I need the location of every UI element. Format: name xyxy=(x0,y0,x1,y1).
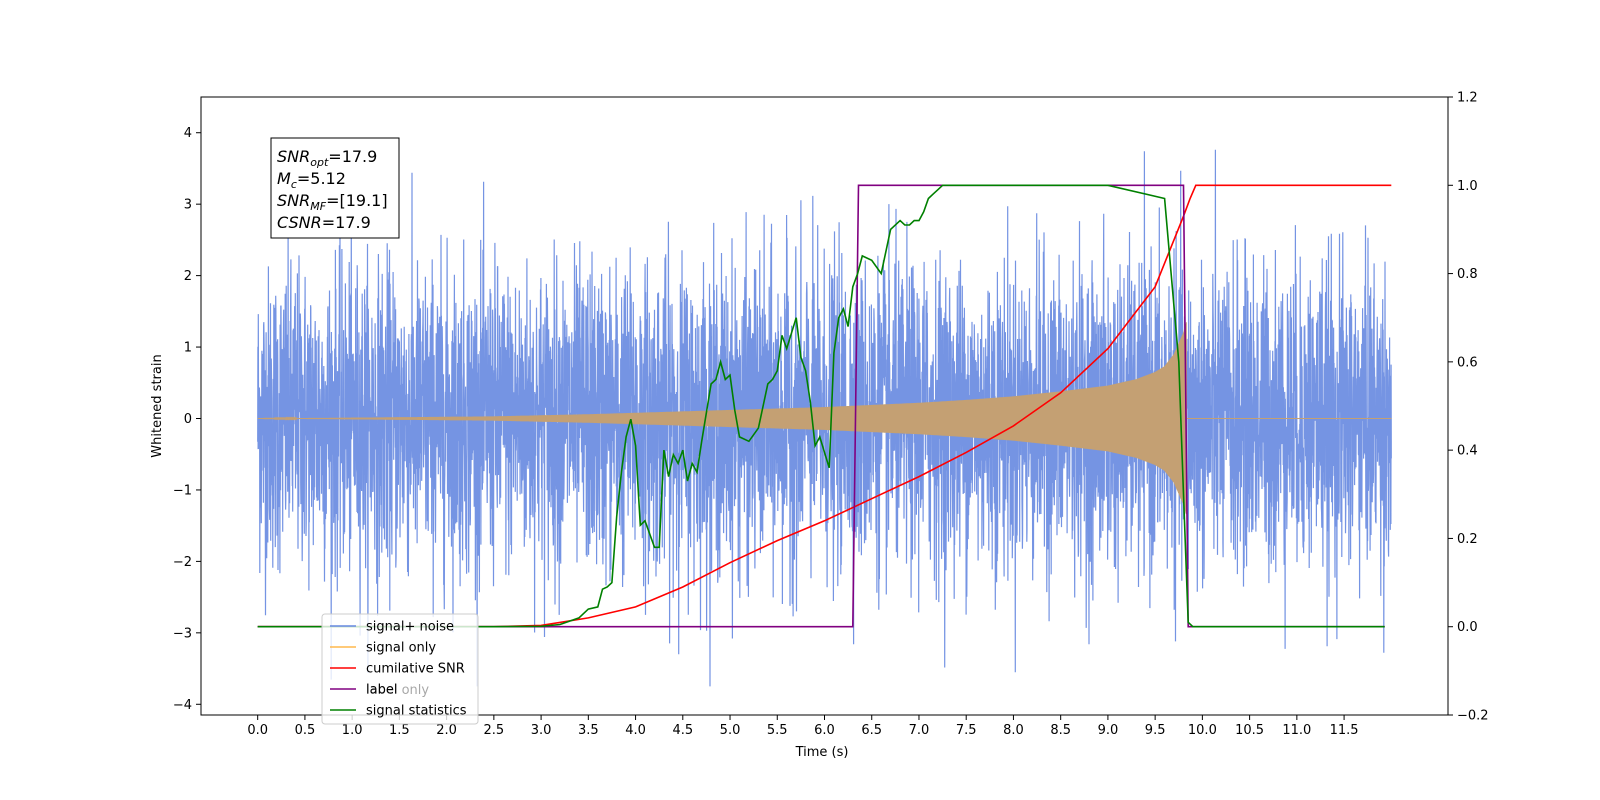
legend-label: signal statistics xyxy=(366,704,467,719)
left-y-tick-label: 1 xyxy=(184,341,192,356)
legend-label: label xyxy=(366,683,397,698)
plot-area xyxy=(257,149,1392,687)
right-y-tick-label: 0.6 xyxy=(1457,355,1478,370)
x-tick-label: 6.0 xyxy=(814,723,835,738)
annotation-line: Mc=5.12 xyxy=(277,169,346,191)
x-tick-label: 10.0 xyxy=(1188,723,1217,738)
legend-label: signal only xyxy=(366,641,436,656)
x-tick-label: 0.5 xyxy=(295,723,316,738)
right-y-tick-label: 0.0 xyxy=(1457,620,1478,635)
left-y-tick-label: 3 xyxy=(184,198,192,213)
legend-label: signal+ noise xyxy=(366,620,454,635)
right-y-tick-label: 0.2 xyxy=(1457,532,1478,547)
series-signal-only-line xyxy=(257,322,1392,515)
left-y-tick-label: −3 xyxy=(173,626,192,641)
annotation-line: CSNR=17.9 xyxy=(277,213,371,232)
left-y-tick-label: −1 xyxy=(173,483,192,498)
x-tick-label: 11.5 xyxy=(1330,723,1359,738)
left-y-tick-label: −2 xyxy=(173,555,192,570)
x-tick-label: 8.5 xyxy=(1050,723,1071,738)
left-y-tick-label: 4 xyxy=(184,126,192,141)
left-y-tick-label: 2 xyxy=(184,269,192,284)
right-y-tick-label: −0.2 xyxy=(1457,709,1489,724)
x-tick-label: 3.0 xyxy=(531,723,552,738)
annotation-line: SNRMF=[19.1] xyxy=(277,191,388,213)
left-y-tick-label: −4 xyxy=(173,698,192,713)
left-y-tick-label: 0 xyxy=(184,412,192,427)
right-y-tick-label: 0.4 xyxy=(1457,444,1478,459)
series-cumilative-snr-line xyxy=(257,184,1392,628)
legend-hidden-label: label only xyxy=(366,683,429,698)
x-tick-label: 11.0 xyxy=(1282,723,1311,738)
legend: label only signal+ noise signal only cumil… xyxy=(321,613,479,725)
x-tick-label: 4.0 xyxy=(625,723,646,738)
y-axis-label: Whitened strain xyxy=(150,354,165,457)
x-tick-label: 6.5 xyxy=(861,723,882,738)
annotation-frame xyxy=(270,137,400,239)
x-tick-label: 5.5 xyxy=(767,723,788,738)
x-tick-label: 9.5 xyxy=(1145,723,1166,738)
x-tick-label: 7.0 xyxy=(909,723,930,738)
series-signal-statistics-line xyxy=(257,184,1385,628)
x-tick-label: 3.5 xyxy=(578,723,599,738)
annotation-line: SNRopt=17.9 xyxy=(277,147,377,169)
right-y-axis: 1.2 1.0 0.8 0.6 0.4 0.2 0.0 −0.2 xyxy=(1448,91,1489,724)
x-tick-label: 2.5 xyxy=(484,723,505,738)
x-tick-label: 5.0 xyxy=(720,723,741,738)
x-tick-label: 9.0 xyxy=(1098,723,1119,738)
x-axis-label: Time (s) xyxy=(795,745,849,760)
right-y-tick-label: 0.8 xyxy=(1457,267,1478,282)
right-y-tick-label: 1.2 xyxy=(1457,91,1478,106)
x-tick-label: 4.5 xyxy=(672,723,693,738)
legend-frame xyxy=(321,613,479,725)
x-tick-label: 10.5 xyxy=(1235,723,1264,738)
x-tick-label: 7.5 xyxy=(956,723,977,738)
x-tick-label: 8.0 xyxy=(1003,723,1024,738)
left-y-axis: 4 3 2 1 0 −1 −2 −3 −4 xyxy=(173,126,201,713)
right-y-tick-label: 1.0 xyxy=(1457,179,1478,194)
legend-label: cumilative SNR xyxy=(366,662,465,677)
x-tick-label: 1.0 xyxy=(342,723,363,738)
x-tick-label: 2.0 xyxy=(436,723,457,738)
x-tick-label: 0.0 xyxy=(247,723,268,738)
x-axis: 0.0 0.5 1.0 1.5 2.0 2.5 3.0 3.5 4.0 4.5 5.0 5.5 6.0 6… xyxy=(247,715,1359,738)
x-tick-label: 1.5 xyxy=(389,723,410,738)
